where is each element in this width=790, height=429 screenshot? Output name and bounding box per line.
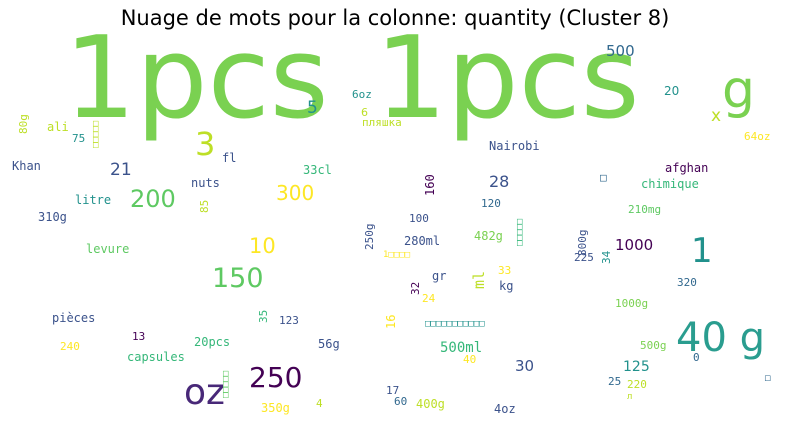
word: 250g: [363, 223, 376, 251]
word: 123: [279, 314, 299, 327]
word: g: [722, 60, 756, 120]
word: □□□□□: [91, 120, 101, 148]
word: 150: [212, 263, 264, 294]
word: 21: [110, 160, 132, 180]
word: 20: [664, 84, 680, 98]
word: gr: [432, 269, 447, 283]
word: 13: [132, 330, 146, 343]
word: levure: [86, 242, 130, 256]
word: 56g: [318, 337, 340, 351]
word: 0: [693, 351, 700, 364]
word: 32: [409, 281, 422, 295]
word: 75: [72, 132, 86, 145]
word: Nairobi: [489, 139, 540, 153]
word: 34: [600, 250, 613, 264]
word: capsules: [127, 350, 185, 364]
word: 3: [195, 125, 216, 163]
word: 200: [130, 185, 176, 213]
word: afghan: [665, 161, 709, 175]
word: 310g: [38, 210, 67, 224]
word: 60: [394, 395, 408, 408]
word: Khan: [12, 159, 41, 173]
word: litre: [75, 193, 112, 207]
word: 320: [677, 276, 697, 289]
word: 10: [249, 234, 276, 258]
word: 160: [423, 174, 437, 196]
word: pièces: [52, 311, 96, 325]
word: 1pcs: [64, 12, 329, 144]
word: 64oz: [744, 130, 771, 143]
word: oz: [184, 372, 225, 413]
word: fl: [222, 151, 237, 165]
word: ali: [47, 120, 69, 134]
word: 85: [198, 199, 211, 213]
word: □□□□□: [515, 218, 525, 246]
word: 5: [307, 98, 318, 118]
word: x: [711, 106, 722, 126]
word: 220: [627, 378, 647, 391]
word: 125: [623, 359, 650, 375]
word: 4: [316, 397, 323, 410]
word: 500g: [640, 339, 667, 352]
chart-title: Nuage de mots pour la colonne: quantity …: [120, 6, 670, 30]
word: nuts: [191, 176, 220, 190]
word: 16: [384, 314, 398, 329]
word: 40: [463, 353, 477, 366]
word: 30: [515, 357, 535, 375]
word: □: [600, 171, 607, 184]
word: л: [627, 392, 633, 402]
word: 500ml: [440, 340, 483, 356]
word: □□□□□□□□□□□: [425, 319, 485, 329]
word: пляшка: [362, 116, 402, 129]
word: 240: [60, 340, 80, 353]
word: 250: [249, 361, 303, 394]
word: 33: [498, 264, 512, 277]
word: 20pcs: [194, 335, 231, 349]
word: 120: [481, 197, 501, 210]
word: ml: [470, 270, 488, 289]
word: 4oz: [494, 402, 516, 416]
word: 1000: [615, 236, 654, 254]
word: 225: [574, 251, 594, 264]
word: 350g: [261, 401, 290, 415]
word: 500: [606, 42, 635, 60]
word: 100: [409, 212, 429, 225]
word: 1000g: [615, 297, 649, 310]
word: 17: [386, 384, 400, 397]
word: □: [763, 375, 773, 381]
word: 33cl: [303, 163, 332, 177]
word: 40 g: [676, 315, 766, 361]
word: 1□□□□: [383, 250, 411, 260]
word: 35: [257, 309, 270, 323]
word: 280ml: [404, 234, 441, 248]
word: 400g: [416, 397, 445, 411]
word: 24: [422, 292, 436, 305]
word: 28: [489, 172, 510, 191]
word: chimique: [641, 177, 699, 191]
word: 1pcs: [375, 12, 640, 144]
word: 1: [691, 231, 713, 271]
word: 482g: [474, 229, 503, 243]
word: 6: [361, 106, 368, 119]
word: 210mg: [628, 203, 662, 216]
word: 6oz: [352, 88, 372, 101]
word: 25: [608, 375, 622, 388]
word: 80g: [17, 114, 30, 134]
word: □□□□□: [221, 370, 231, 398]
word: 300: [276, 181, 315, 205]
word: kg: [499, 279, 514, 293]
